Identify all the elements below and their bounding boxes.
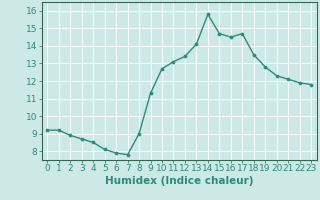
X-axis label: Humidex (Indice chaleur): Humidex (Indice chaleur) — [105, 176, 253, 186]
